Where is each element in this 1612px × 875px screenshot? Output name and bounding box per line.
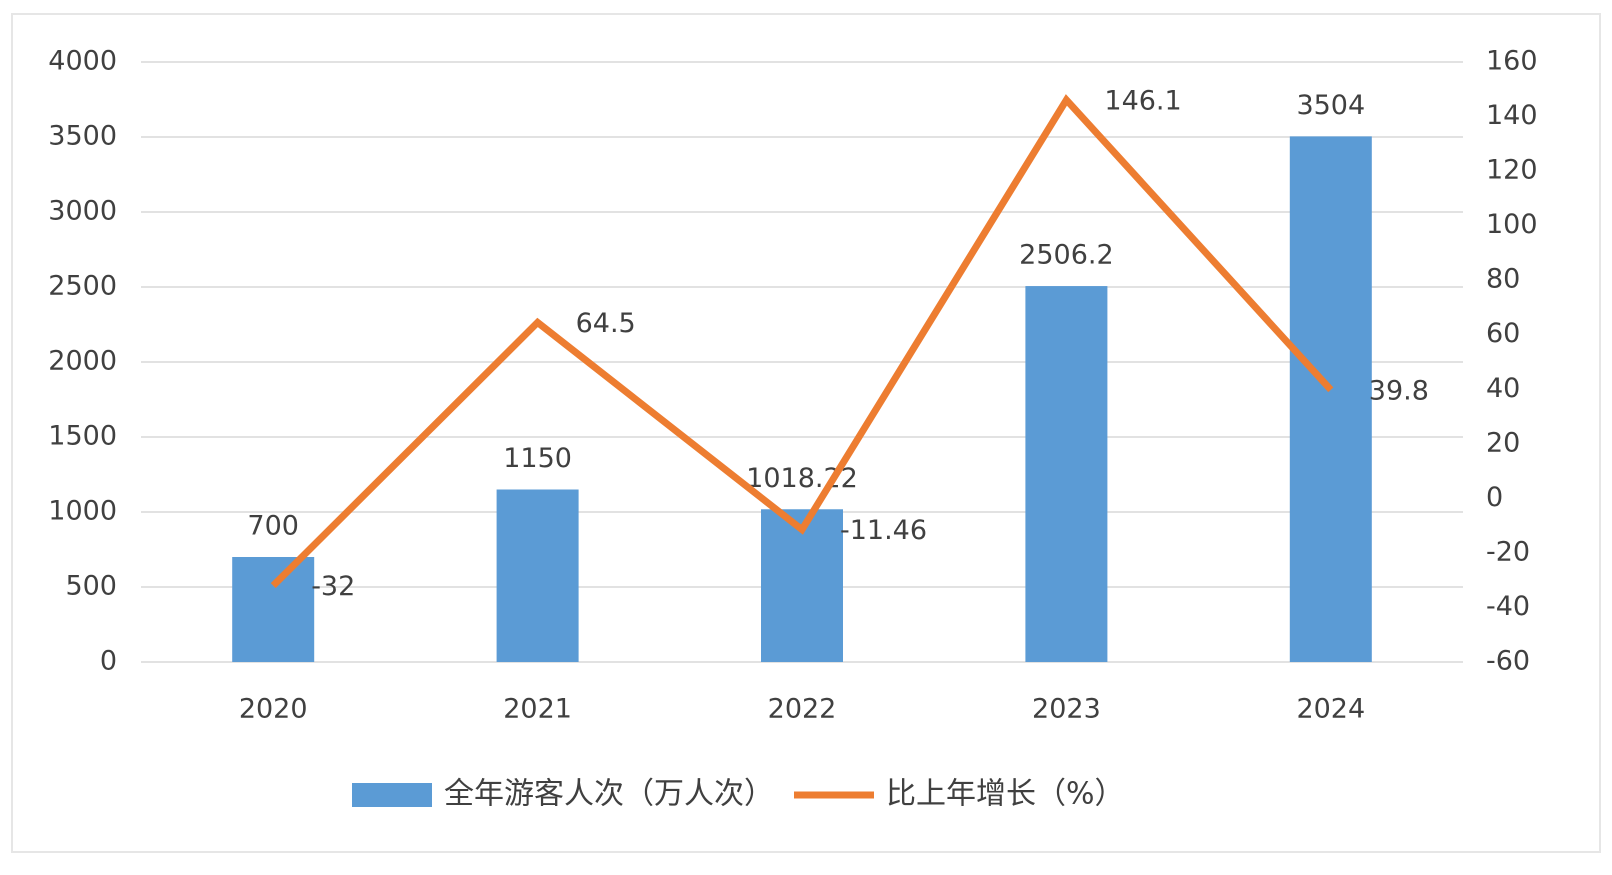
line-value-label: 146.1 [1104, 85, 1181, 116]
y2-tick-label: 40 [1486, 373, 1520, 404]
y2-tick-label: -60 [1486, 646, 1530, 677]
y2-tick-label: 80 [1486, 264, 1520, 295]
line-value-label: -32 [311, 571, 355, 602]
bar [232, 557, 315, 662]
legend-label: 比上年增长（%） [886, 777, 1125, 812]
bar-value-label: 3504 [1296, 90, 1365, 121]
y2-tick-label: -40 [1486, 591, 1530, 622]
y2-tick-label: 0 [1486, 482, 1503, 513]
y-tick-label: 4000 [48, 46, 117, 77]
bar [761, 509, 843, 662]
bar-value-label: 1150 [503, 443, 572, 474]
line [270, 94, 1334, 589]
line-value-label: 64.5 [576, 308, 636, 339]
y-tick-label: 2500 [48, 271, 117, 302]
bar-value-label: 700 [247, 511, 299, 542]
y2-tick-label: 20 [1486, 427, 1520, 458]
legend-label: 全年游客人次（万人次） [444, 777, 774, 812]
x-tick-label: 2022 [768, 694, 837, 725]
y-tick-label: 3500 [48, 121, 117, 152]
y-tick-label: 1000 [48, 496, 117, 527]
line-value-label: -11.46 [840, 515, 927, 546]
y-tick-label: 500 [65, 571, 117, 602]
y-tick-label: 2000 [48, 346, 117, 377]
y-tick-label: 3000 [48, 196, 117, 227]
y2-tick-label: 60 [1486, 318, 1520, 349]
line-value-label: 39.8 [1369, 375, 1429, 406]
bar [496, 489, 579, 662]
y2-tick-label: 160 [1486, 46, 1538, 77]
y2-tick-label: -20 [1486, 536, 1530, 567]
bar [1289, 136, 1372, 662]
legend-swatch [352, 783, 432, 807]
x-tick-label: 2020 [239, 694, 308, 725]
x-tick-label: 2021 [503, 694, 572, 725]
y2-tick-label: 140 [1486, 100, 1538, 131]
bar-value-label: 2506.2 [1019, 240, 1113, 271]
y2-tick-label: 120 [1486, 155, 1538, 186]
y-tick-label: 1500 [48, 421, 117, 452]
bar [1025, 286, 1108, 662]
x-tick-label: 2023 [1032, 694, 1101, 725]
y-tick-label: 0 [100, 646, 117, 677]
x-tick-label: 2024 [1296, 694, 1365, 725]
y2-tick-label: 100 [1486, 209, 1538, 240]
